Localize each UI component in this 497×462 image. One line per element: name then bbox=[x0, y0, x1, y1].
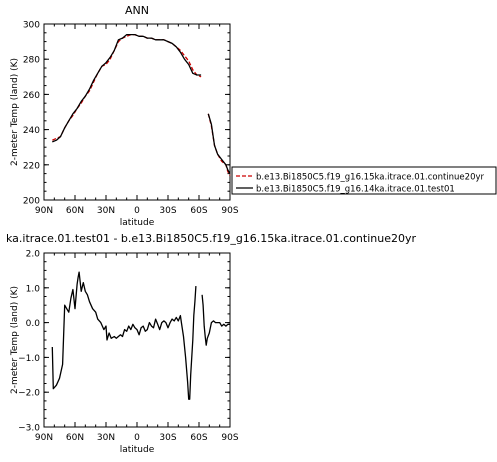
plot-frame bbox=[43, 23, 231, 201]
top-panel: 200 220 240 260 280 300 90N 60N 30N 0 30S 60S 90S lat… bbox=[10, 21, 239, 229]
y-tick-label: 300 bbox=[23, 21, 40, 31]
y-tick-label: −1.0 bbox=[18, 354, 40, 364]
y-tick-label: 2.0 bbox=[26, 250, 41, 260]
figure-title: ANN bbox=[125, 4, 149, 17]
y-tick-label: −3.0 bbox=[18, 424, 40, 434]
x-tick-label: 30S bbox=[159, 206, 176, 216]
y-tick-label: 0.0 bbox=[26, 319, 41, 329]
legend-box bbox=[231, 166, 497, 195]
x-axis-label: latitude bbox=[120, 218, 155, 228]
x-tick-label: 90S bbox=[221, 433, 238, 443]
series-line-1 bbox=[51, 271, 197, 400]
x-tick-label: 0 bbox=[134, 206, 140, 216]
series-line-2 bbox=[207, 113, 231, 174]
y-axis-label: 2-meter Temp (land) (K) bbox=[10, 58, 20, 166]
legend-entry-2: b.e13.Bi1850C5.f19_g16.14ka.itrace.01.te… bbox=[256, 185, 455, 195]
legend-entry-1: b.e13.Bi1850C5.f19_g16.15ka.itrace.01.co… bbox=[256, 173, 485, 183]
x-tick-label: 60N bbox=[66, 433, 84, 443]
x-axis-label: latitude bbox=[120, 445, 155, 455]
x-tick-label: 90S bbox=[221, 206, 238, 216]
x-tick-label: 30S bbox=[159, 433, 176, 443]
series-line-2 bbox=[52, 33, 202, 143]
y-tick-label: −2.0 bbox=[18, 389, 40, 399]
y-tick-label: 240 bbox=[23, 126, 40, 136]
y-tick-label: 1.0 bbox=[26, 284, 41, 294]
difference-plot-title: ka.itrace.01.test01 - b.e13.Bi1850C5.f19… bbox=[6, 232, 416, 245]
x-tick-label: 60S bbox=[190, 433, 207, 443]
plot-frame bbox=[43, 252, 231, 428]
y-axis-label: 2-meter Temp (land) (K) bbox=[10, 286, 20, 394]
y-tick-label: 200 bbox=[23, 197, 40, 207]
legend: b.e13.Bi1850C5.f19_g16.15ka.itrace.01.co… bbox=[231, 166, 497, 195]
y-tick-label: 220 bbox=[23, 161, 40, 171]
x-tick-label: 30N bbox=[97, 206, 115, 216]
y-tick-label: 260 bbox=[23, 91, 40, 101]
x-tick-label: 90N bbox=[35, 206, 53, 216]
y-tick-label: 280 bbox=[23, 56, 40, 66]
x-tick-label: 60N bbox=[66, 206, 84, 216]
x-tick-label: 0 bbox=[134, 433, 140, 443]
x-tick-label: 90N bbox=[35, 433, 53, 443]
x-tick-label: 60S bbox=[190, 206, 207, 216]
x-tick-label: 30N bbox=[97, 433, 115, 443]
series-line-1 bbox=[201, 294, 230, 346]
